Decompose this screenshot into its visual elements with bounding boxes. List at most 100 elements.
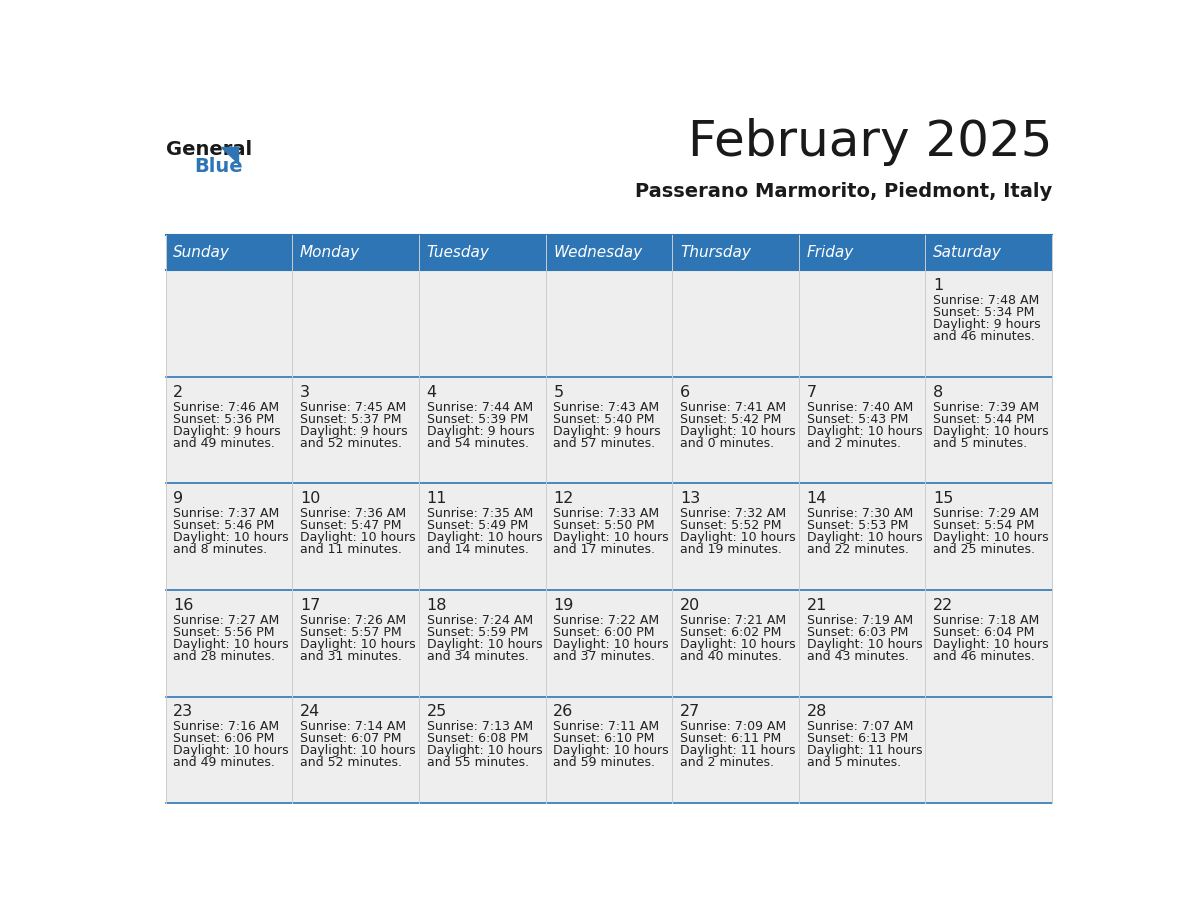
Text: Sunrise: 7:18 AM: Sunrise: 7:18 AM — [934, 614, 1040, 627]
Text: and 52 minutes.: and 52 minutes. — [299, 436, 402, 450]
Text: 11: 11 — [426, 491, 447, 506]
Bar — [419, 270, 545, 377]
Bar — [798, 377, 925, 484]
Text: 18: 18 — [426, 598, 447, 612]
Text: Sunset: 5:39 PM: Sunset: 5:39 PM — [426, 412, 527, 426]
Text: Sunset: 5:46 PM: Sunset: 5:46 PM — [173, 520, 274, 532]
Text: Daylight: 10 hours: Daylight: 10 hours — [299, 638, 416, 651]
Text: Daylight: 10 hours: Daylight: 10 hours — [554, 638, 669, 651]
Text: Friday: Friday — [807, 245, 854, 260]
Text: Sunset: 5:56 PM: Sunset: 5:56 PM — [173, 626, 274, 639]
Text: Daylight: 10 hours: Daylight: 10 hours — [807, 532, 922, 544]
Bar — [545, 235, 672, 270]
Text: Sunset: 5:49 PM: Sunset: 5:49 PM — [426, 520, 527, 532]
Text: 9: 9 — [173, 491, 183, 506]
Text: Daylight: 10 hours: Daylight: 10 hours — [173, 744, 289, 757]
Bar — [419, 697, 545, 803]
Text: Sunset: 5:43 PM: Sunset: 5:43 PM — [807, 412, 908, 426]
Bar — [419, 377, 545, 484]
Bar — [925, 377, 1053, 484]
Text: 13: 13 — [680, 491, 700, 506]
Text: Daylight: 9 hours: Daylight: 9 hours — [934, 318, 1041, 331]
Text: Daylight: 10 hours: Daylight: 10 hours — [807, 424, 922, 438]
Text: Daylight: 10 hours: Daylight: 10 hours — [934, 424, 1049, 438]
Text: and 5 minutes.: and 5 minutes. — [934, 436, 1028, 450]
Text: Sunrise: 7:07 AM: Sunrise: 7:07 AM — [807, 721, 912, 733]
Text: 21: 21 — [807, 598, 827, 612]
Bar — [545, 697, 672, 803]
Text: Daylight: 10 hours: Daylight: 10 hours — [554, 744, 669, 757]
Text: Sunset: 5:50 PM: Sunset: 5:50 PM — [554, 520, 655, 532]
Text: and 49 minutes.: and 49 minutes. — [173, 756, 276, 769]
Text: 27: 27 — [680, 704, 700, 720]
Text: Sunset: 6:04 PM: Sunset: 6:04 PM — [934, 626, 1035, 639]
Text: Daylight: 10 hours: Daylight: 10 hours — [299, 744, 416, 757]
Text: 19: 19 — [554, 598, 574, 612]
Text: Sunset: 6:07 PM: Sunset: 6:07 PM — [299, 733, 402, 745]
Text: Sunrise: 7:41 AM: Sunrise: 7:41 AM — [680, 400, 786, 414]
Text: and 2 minutes.: and 2 minutes. — [807, 436, 901, 450]
Text: and 37 minutes.: and 37 minutes. — [554, 650, 656, 663]
Text: 3: 3 — [299, 385, 310, 399]
Text: 8: 8 — [934, 385, 943, 399]
Text: Sunset: 6:13 PM: Sunset: 6:13 PM — [807, 733, 908, 745]
Bar — [545, 484, 672, 590]
Text: 12: 12 — [554, 491, 574, 506]
Text: Sunrise: 7:48 AM: Sunrise: 7:48 AM — [934, 294, 1040, 308]
Text: Daylight: 11 hours: Daylight: 11 hours — [680, 744, 796, 757]
Text: Sunset: 5:36 PM: Sunset: 5:36 PM — [173, 412, 274, 426]
Text: Sunrise: 7:16 AM: Sunrise: 7:16 AM — [173, 721, 279, 733]
Bar — [925, 484, 1053, 590]
Text: Sunset: 5:34 PM: Sunset: 5:34 PM — [934, 306, 1035, 319]
Text: Daylight: 10 hours: Daylight: 10 hours — [680, 638, 796, 651]
Text: Sunset: 6:00 PM: Sunset: 6:00 PM — [554, 626, 655, 639]
Text: and 46 minutes.: and 46 minutes. — [934, 330, 1035, 343]
Bar — [165, 590, 292, 697]
Bar — [292, 484, 419, 590]
Text: Sunset: 6:02 PM: Sunset: 6:02 PM — [680, 626, 782, 639]
Bar — [419, 235, 545, 270]
Text: 24: 24 — [299, 704, 321, 720]
Text: Daylight: 10 hours: Daylight: 10 hours — [426, 532, 542, 544]
Text: and 8 minutes.: and 8 minutes. — [173, 543, 267, 556]
Text: Sunrise: 7:45 AM: Sunrise: 7:45 AM — [299, 400, 406, 414]
Bar — [672, 377, 798, 484]
Bar — [292, 270, 419, 377]
Text: 2: 2 — [173, 385, 183, 399]
Text: and 54 minutes.: and 54 minutes. — [426, 436, 529, 450]
Text: and 34 minutes.: and 34 minutes. — [426, 650, 529, 663]
Bar — [545, 270, 672, 377]
Polygon shape — [221, 147, 239, 162]
Bar — [292, 697, 419, 803]
Text: Daylight: 10 hours: Daylight: 10 hours — [554, 532, 669, 544]
Text: Sunset: 5:37 PM: Sunset: 5:37 PM — [299, 412, 402, 426]
Text: and 22 minutes.: and 22 minutes. — [807, 543, 909, 556]
Text: and 17 minutes.: and 17 minutes. — [554, 543, 656, 556]
Text: Monday: Monday — [299, 245, 360, 260]
Text: Saturday: Saturday — [934, 245, 1003, 260]
Bar — [925, 270, 1053, 377]
Text: 17: 17 — [299, 598, 321, 612]
Text: 22: 22 — [934, 598, 954, 612]
Text: and 2 minutes.: and 2 minutes. — [680, 756, 773, 769]
Text: Sunrise: 7:27 AM: Sunrise: 7:27 AM — [173, 614, 279, 627]
Text: Sunrise: 7:35 AM: Sunrise: 7:35 AM — [426, 508, 533, 521]
Bar — [798, 484, 925, 590]
Text: and 14 minutes.: and 14 minutes. — [426, 543, 529, 556]
Text: Tuesday: Tuesday — [426, 245, 489, 260]
Text: Daylight: 10 hours: Daylight: 10 hours — [173, 638, 289, 651]
Text: and 52 minutes.: and 52 minutes. — [299, 756, 402, 769]
Text: General: General — [165, 140, 252, 159]
Text: Sunday: Sunday — [173, 245, 230, 260]
Bar — [419, 590, 545, 697]
Text: Sunset: 5:40 PM: Sunset: 5:40 PM — [554, 412, 655, 426]
Text: Sunset: 6:03 PM: Sunset: 6:03 PM — [807, 626, 908, 639]
Bar — [925, 235, 1053, 270]
Text: and 49 minutes.: and 49 minutes. — [173, 436, 276, 450]
Text: Daylight: 10 hours: Daylight: 10 hours — [680, 424, 796, 438]
Text: 4: 4 — [426, 385, 437, 399]
Text: Sunrise: 7:26 AM: Sunrise: 7:26 AM — [299, 614, 406, 627]
Bar — [672, 270, 798, 377]
Text: Sunrise: 7:13 AM: Sunrise: 7:13 AM — [426, 721, 532, 733]
Text: Sunset: 5:52 PM: Sunset: 5:52 PM — [680, 520, 782, 532]
